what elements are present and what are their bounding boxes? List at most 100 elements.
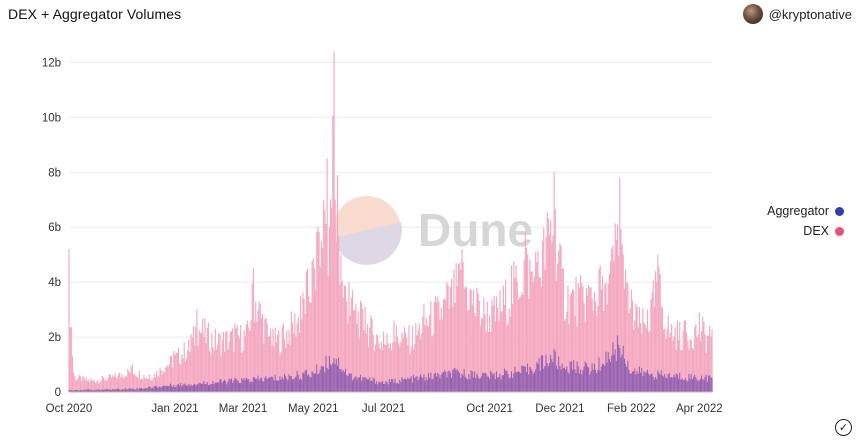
x-tick-label: Oct 2020 [46, 403, 93, 415]
aggregator-bar [521, 365, 523, 392]
dex-bar [128, 371, 130, 392]
dex-bar [370, 315, 372, 392]
dex-bar [71, 356, 74, 392]
author-link[interactable]: @kryptonative [742, 4, 852, 24]
dex-bar [278, 330, 280, 392]
dex-bar [627, 283, 629, 392]
legend-item-dex[interactable]: DEX [767, 221, 844, 241]
check-circle-icon[interactable]: ✓ [835, 419, 852, 436]
aggregator-bar [628, 370, 630, 392]
aggregator-bar [154, 386, 157, 392]
dex-bar [672, 340, 674, 392]
bars [68, 51, 713, 393]
aggregator-bar [516, 371, 518, 392]
dex-bar [121, 374, 123, 392]
dex-bar [477, 293, 479, 392]
dex-bar [296, 323, 298, 392]
aggregator-bar [145, 387, 147, 392]
aggregator-bar [279, 376, 281, 392]
aggregator-bar [507, 374, 509, 392]
aggregator-bar [649, 375, 651, 392]
aggregator-bar [306, 375, 309, 392]
dex-bar [253, 322, 256, 392]
dex-bar [159, 367, 161, 392]
aggregator-bar [425, 377, 427, 392]
aggregator-bar [596, 373, 598, 392]
aggregator-bar [512, 378, 514, 392]
aggregator-bar [146, 388, 148, 392]
dex-bar [681, 349, 683, 392]
dex-bar [506, 325, 508, 392]
aggregator-bar [459, 372, 461, 392]
dex-bar [570, 292, 572, 392]
aggregator-bar [202, 383, 204, 392]
dex-bar [107, 377, 109, 392]
aggregator-bar [392, 379, 394, 392]
aggregator-bar [101, 389, 103, 392]
dex-bar [117, 373, 120, 392]
aggregator-bar [305, 369, 307, 392]
aggregator-bar [266, 379, 268, 392]
dex-bar [607, 283, 609, 392]
dex-bar [74, 376, 76, 392]
dex-bar [190, 334, 192, 392]
aggregator-bar [135, 389, 137, 392]
aggregator-bar [130, 388, 132, 392]
dex-bar [429, 315, 431, 392]
aggregator-bar [147, 386, 150, 392]
dex-bar [702, 317, 704, 392]
y-tick-label: 4b [48, 277, 61, 289]
dex-bar [706, 335, 708, 392]
aggregator-bar [83, 390, 85, 392]
aggregator-bar [323, 366, 325, 392]
aggregator-bar [243, 377, 245, 392]
dex-bar [327, 275, 329, 392]
dex-bar [497, 307, 499, 392]
aggregator-bar [335, 358, 337, 392]
aggregator-bar [265, 376, 267, 392]
aggregator-bar [359, 374, 362, 392]
dex-bar [705, 352, 707, 392]
dex-bar [115, 377, 117, 392]
aggregator-bar [701, 375, 703, 392]
aggregator-bar [257, 375, 259, 392]
aggregator-bar [580, 369, 582, 392]
aggregator-bar [664, 373, 666, 392]
aggregator-bar [452, 370, 454, 392]
aggregator-bar [223, 379, 226, 392]
dex-bar [290, 311, 292, 392]
dex-bar [333, 51, 335, 392]
dex-bar [455, 263, 457, 392]
aggregator-bar [228, 378, 230, 392]
dex-bar [614, 223, 616, 392]
dex-bar [554, 209, 556, 392]
dex-bar [637, 327, 639, 392]
dex-bar [516, 281, 518, 392]
dex-bar [174, 354, 176, 392]
aggregator-bar [639, 372, 642, 392]
aggregator-bar [294, 377, 296, 392]
aggregator-bar [445, 371, 447, 392]
aggregator-bar [176, 384, 178, 392]
aggregator-bar [427, 372, 430, 392]
dex-bar [400, 342, 402, 392]
dex-bar [582, 286, 584, 392]
dex-bar [531, 271, 533, 392]
legend-item-aggregator[interactable]: Aggregator [767, 201, 844, 221]
aggregator-bar [675, 373, 677, 392]
dex-bar [567, 285, 569, 392]
aggregator-bar [315, 373, 317, 392]
aggregator-bar [550, 355, 552, 392]
dex-bar [573, 290, 575, 392]
aggregator-bar [98, 389, 100, 392]
dex-bar [262, 314, 264, 392]
watermark-text: Dune [418, 204, 533, 256]
dex-bar [468, 309, 470, 392]
aggregator-bar [120, 389, 122, 392]
aggregator-bar [331, 365, 333, 392]
dex-bar [502, 285, 505, 392]
aggregator-bar [230, 378, 233, 392]
aggregator-bar [538, 358, 540, 392]
dex-bar [250, 320, 252, 392]
dex-bar [425, 317, 427, 392]
